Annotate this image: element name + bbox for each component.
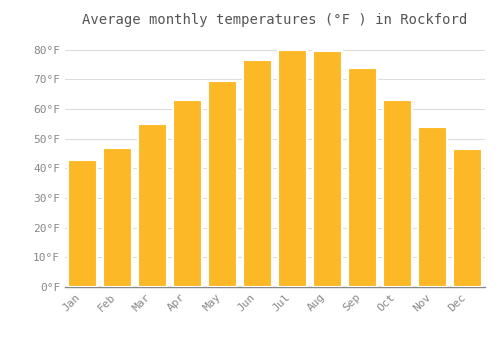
Bar — [312, 51, 342, 287]
Title: Average monthly temperatures (°F ) in Rockford: Average monthly temperatures (°F ) in Ro… — [82, 13, 468, 27]
Bar — [172, 100, 203, 287]
Bar — [382, 100, 412, 287]
Bar — [242, 60, 272, 287]
Bar — [278, 50, 308, 287]
Bar — [452, 149, 482, 287]
Bar — [418, 127, 448, 287]
Bar — [68, 160, 98, 287]
Bar — [102, 148, 132, 287]
Bar — [138, 124, 168, 287]
Bar — [208, 81, 238, 287]
Bar — [348, 68, 378, 287]
